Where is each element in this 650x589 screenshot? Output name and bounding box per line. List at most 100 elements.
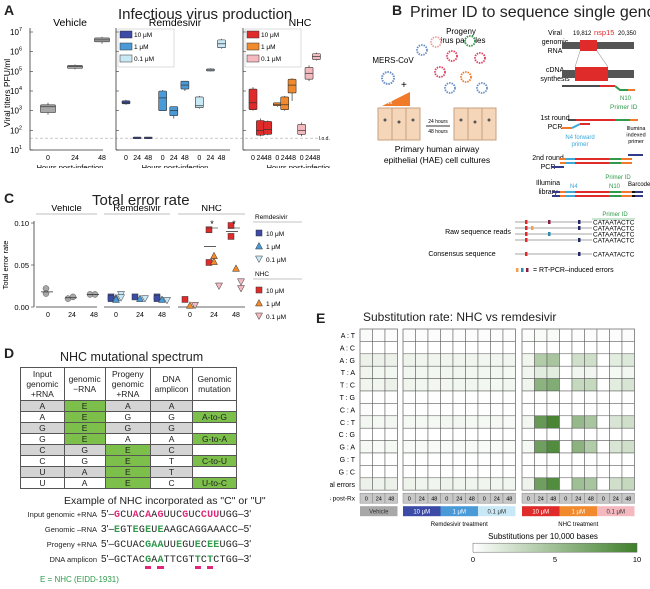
primer-id-seq: CATAATACTC <box>593 220 635 227</box>
hour-cell <box>384 492 398 504</box>
legend-section-title: Remdesivir <box>255 214 288 221</box>
heatmap-cell <box>415 390 429 404</box>
heatmap-cell <box>502 378 516 392</box>
heatmap-cell <box>584 378 598 392</box>
heatmap-cell <box>452 328 466 342</box>
heatmap-cell <box>465 403 479 417</box>
heatmap-cell <box>584 403 598 417</box>
row-label: T : C <box>340 383 355 390</box>
heatmap-cell <box>402 440 416 454</box>
table-cell: G <box>104 422 152 434</box>
heatmap-cell <box>571 477 585 491</box>
x-tick-label: 0 <box>124 155 128 162</box>
heatmap-cell <box>596 477 610 491</box>
y-tick-label: 107 <box>10 27 22 37</box>
heatmap-cell <box>609 440 623 454</box>
heatmap-cell <box>477 390 491 404</box>
heatmap-cell <box>372 353 386 367</box>
heatmap-cell <box>490 328 504 342</box>
progeny-virus-icon <box>444 82 456 94</box>
heatmap-cell <box>584 427 598 441</box>
table-cell: G <box>63 455 106 467</box>
heatmap-cell <box>465 341 479 355</box>
heatmap-cell <box>571 328 585 342</box>
heatmap-cell <box>546 465 560 479</box>
hour-label: 0 <box>408 497 411 503</box>
row-label: G : A <box>339 445 355 452</box>
cdna-label: cDNA synthesis <box>540 67 570 83</box>
table-cell: A <box>20 411 65 423</box>
heatmap-cell <box>384 465 398 479</box>
strand-3-end: –3' <box>238 539 252 550</box>
heatmap-cell <box>372 341 386 355</box>
data-point <box>237 278 245 286</box>
table-cell: E <box>104 477 152 489</box>
heatmap-cell <box>402 390 416 404</box>
heatmap-cell <box>477 378 491 392</box>
heatmap-frame <box>359 328 398 491</box>
heatmap-cell <box>427 353 441 367</box>
condition-bar <box>403 506 441 517</box>
heatmap-cell <box>477 427 491 441</box>
heatmap-cell <box>477 341 491 355</box>
x-tick-label: 0 <box>114 312 118 319</box>
legend-marker <box>255 229 263 237</box>
data-point <box>158 295 166 303</box>
data-point <box>205 226 213 233</box>
heatmap-cell <box>609 427 623 441</box>
heatmap-cell <box>402 415 416 429</box>
legend-label: 10 μM <box>134 32 152 39</box>
table-cell: E <box>63 433 106 445</box>
data-point <box>232 264 240 272</box>
heatmap-cell <box>521 440 535 454</box>
heatmap-cell <box>490 378 504 392</box>
heatmap-cell <box>465 477 479 491</box>
hour-label: 24 <box>456 497 462 503</box>
heatmap-cell <box>359 440 373 454</box>
table-cell: T <box>150 466 193 478</box>
heatmap-cell <box>440 341 454 355</box>
y-tick-label: 103 <box>10 106 22 116</box>
illumina-primer-label: Illumina indexed primer <box>626 126 646 145</box>
library-label: Illumina library <box>536 180 560 196</box>
nsp15-region <box>580 40 597 51</box>
heatmap-cell <box>427 440 441 454</box>
table-cell: C-to-U <box>191 455 238 467</box>
progeny-virus-icon <box>434 66 446 78</box>
hour-label: 48 <box>588 497 594 503</box>
heatmap-cell <box>621 353 635 367</box>
error-legend-label: = RT-PCR–induced errors <box>533 267 614 274</box>
heatmap-cell <box>546 341 560 355</box>
heatmap-cell <box>440 403 454 417</box>
heatmap-cell <box>372 390 386 404</box>
primer-id-seq: CATAATACTC <box>593 238 635 245</box>
x-tick-label: 0 <box>161 155 165 162</box>
heatmap-cell <box>559 465 573 479</box>
heatmap-cell <box>372 365 386 379</box>
heatmap-cell <box>521 452 535 466</box>
heatmap-cell <box>402 477 416 491</box>
x-tick-label: 24 <box>170 155 178 162</box>
condition-label: 10 μM <box>532 510 549 516</box>
legend-label: 10 μM <box>266 231 284 238</box>
heatmap-cell <box>571 465 585 479</box>
table-header: genomic −RNA <box>63 367 106 401</box>
heatmap-cell <box>465 390 479 404</box>
hour-label: 0 <box>602 497 605 503</box>
heatmap-cell <box>477 440 491 454</box>
table-cell: A <box>20 400 65 412</box>
x-axis-label: Hours post-infection <box>37 163 104 168</box>
pcr1-label: 1st round PCR <box>540 115 569 131</box>
heatmap-cell <box>571 378 585 392</box>
heatmap-cell <box>609 365 623 379</box>
heatmap-cell <box>384 353 398 367</box>
primer-id-seq: CATAATACTC <box>593 232 635 239</box>
mers-label: MERS-CoV <box>372 56 414 65</box>
variant-mark <box>525 238 528 242</box>
strand-3-end: –3' <box>238 509 252 520</box>
x-tick-label: 48 <box>181 155 189 162</box>
condition-label: Vehicle <box>369 510 389 516</box>
heatmap-cell <box>465 365 479 379</box>
